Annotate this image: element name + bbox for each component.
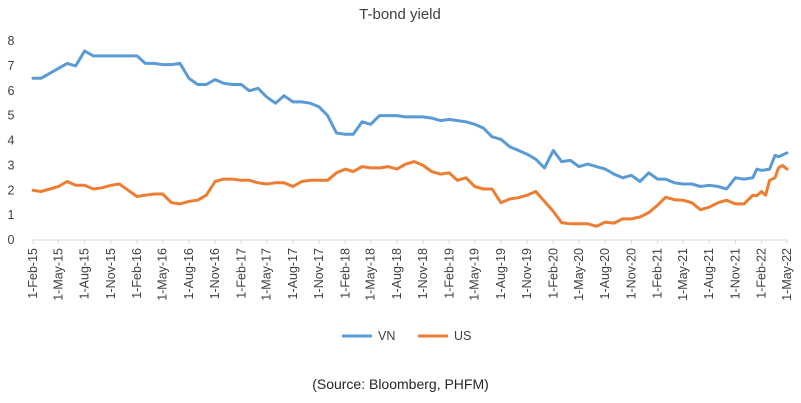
y-axis: 0 1 2 3 4 5 6 7 8 [8, 34, 15, 247]
x-tick-label: 1-Nov-18 [416, 248, 430, 299]
y-tick-label: 3 [8, 158, 15, 172]
x-tick-label: 1-Feb-20 [546, 248, 560, 299]
x-tick-label: 1-Feb-22 [755, 248, 769, 299]
x-tick-label: 1-Feb-17 [234, 248, 248, 299]
x-tick-label: 1-Nov-16 [208, 248, 222, 299]
x-tick-label: 1-May-18 [364, 248, 378, 301]
x-tick-label: 1-Feb-21 [651, 248, 665, 299]
x-tick-label: 1-Aug-17 [286, 248, 300, 299]
x-tick-label: 1-Nov-19 [520, 248, 534, 299]
y-tick-label: 1 [8, 208, 15, 222]
x-tick-label: 1-Aug-15 [78, 248, 92, 299]
source-note: (Source: Bloomberg, PHFM) [312, 376, 489, 392]
x-tick-label: 1-Nov-15 [104, 248, 118, 299]
legend-label-vn: VN [378, 329, 395, 343]
x-tick-label: 1-Aug-18 [390, 248, 404, 299]
series-line-us [31, 160, 789, 228]
x-tick-label: 1-Aug-21 [702, 248, 716, 299]
x-tick-label: 1-Nov-21 [728, 248, 742, 299]
y-tick-label: 8 [8, 34, 15, 48]
x-tick-label: 1-Feb-19 [442, 248, 456, 299]
x-tick-label: 1-Feb-16 [130, 248, 144, 299]
x-tick-label: 1-Aug-16 [182, 248, 196, 299]
y-tick-label: 4 [8, 134, 15, 148]
x-tick-label: 1-May-15 [51, 248, 65, 301]
y-tick-label: 7 [8, 59, 15, 73]
x-tick-label: 1-Nov-17 [312, 248, 326, 299]
x-tick-label: 1-May-16 [156, 248, 170, 301]
x-tick-label: 1-May-21 [676, 248, 690, 301]
x-tick-label: 1-Feb-15 [26, 248, 40, 299]
x-axis: 1-Feb-15 1-May-15 1-Aug-15 1-Nov-15 1-Feb-16… [26, 239, 794, 301]
legend-label-us: US [454, 329, 471, 343]
y-tick-label: 5 [8, 109, 15, 123]
y-tick-label: 2 [8, 183, 15, 197]
x-tick-label: 1-May-20 [572, 248, 586, 301]
series-lines [31, 49, 789, 228]
chart-title: T-bond yield [359, 6, 441, 23]
x-tick-label: 1-Aug-20 [598, 248, 612, 299]
x-tick-label: 1-May-17 [260, 248, 274, 301]
x-tick-label: 1-May-22 [780, 248, 794, 301]
y-tick-label: 6 [8, 84, 15, 98]
x-tick-label: 1-May-19 [468, 248, 482, 301]
x-tick-label: 1-Aug-19 [494, 248, 508, 299]
y-tick-label: 0 [8, 233, 15, 247]
x-tick-label: 1-Feb-18 [338, 248, 352, 299]
x-tick-label: 1-Nov-20 [624, 248, 638, 299]
legend: VN US [342, 329, 471, 343]
series-line-vn [31, 49, 789, 191]
